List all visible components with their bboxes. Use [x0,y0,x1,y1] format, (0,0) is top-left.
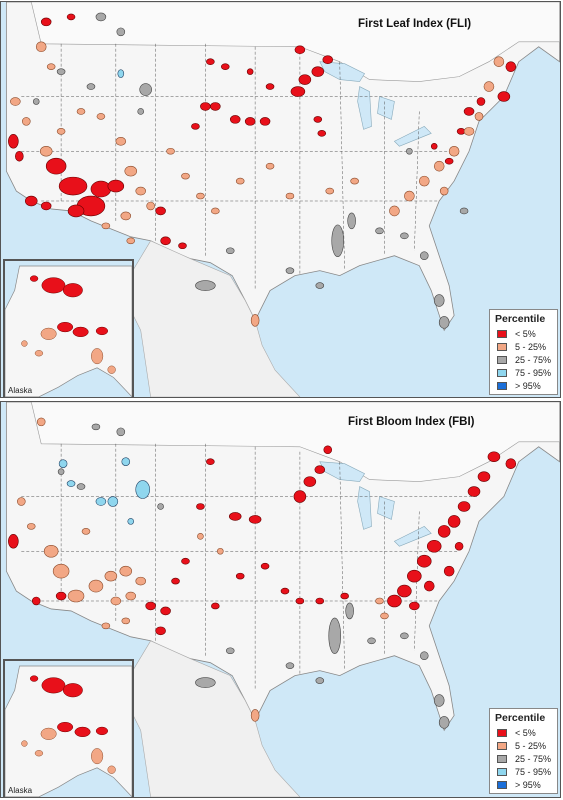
fbi-gray-markers [57,423,450,729]
legend-item: < 5% [497,726,557,739]
fli-blue-markers [117,69,125,78]
legend-swatch [497,368,507,377]
legend-item: < 5% [497,327,557,340]
fbi-legend-title: Percentile [495,712,546,724]
fli-title: First Leaf Index (FLI) [358,18,472,30]
fbi-alaska-label: Alaska [8,786,33,795]
fbi-alaska-map [5,665,132,797]
great-lakes [319,461,432,547]
fli-alaska-inset: Alaska [3,259,134,397]
fbi-legend: Percentile < 5% 5 - 25% 25 - 75% 75 - 95… [489,708,558,794]
legend-item: 5 - 25% [497,739,557,752]
fbi-salmon-markers [17,417,389,722]
fli-red-markers [8,13,517,250]
legend-item: > 95% [497,778,557,791]
legend-item: 25 - 75% [497,752,557,765]
fbi-map-panel: First Bloom Index (FBI) Alaska Percentil… [0,401,561,798]
legend-swatch [497,329,507,338]
canada-landmass [30,2,560,82]
fbi-blue-markers [58,457,150,525]
fli-gray-markers [32,12,469,329]
fbi-red-markers [8,445,517,636]
legend-swatch [497,728,507,737]
legend-swatch [497,355,507,364]
legend-item: 25 - 75% [497,353,557,366]
fli-map [5,2,560,397]
legend-swatch [497,381,507,390]
great-lakes [319,61,432,147]
legend-swatch [497,342,507,351]
fli-alaska-map [5,265,132,397]
fli-salmon-markers [10,41,505,327]
mexico-landmass [120,240,301,397]
fli-alaska-label: Alaska [8,386,33,395]
fli-map-panel: First Leaf Index (FLI) Alaska Percentile… [0,1,561,398]
state-borders [21,43,479,291]
legend-swatch [497,754,507,763]
fli-legend-title: Percentile [495,313,546,325]
legend-swatch [497,780,507,789]
fbi-alaska-inset: Alaska [3,659,134,797]
legend-item: 75 - 95% [497,366,557,379]
fli-legend: Percentile < 5% 5 - 25% 25 - 75% 75 - 95… [489,309,558,395]
fbi-title: First Bloom Index (FBI) [348,416,475,428]
legend-swatch [497,741,507,750]
canada-landmass [30,402,560,482]
legend-item: 75 - 95% [497,765,557,778]
legend-item: 5 - 25% [497,340,557,353]
legend-swatch [497,767,507,776]
fbi-map [5,402,560,797]
legend-item: > 95% [497,379,557,392]
mexico-landmass [120,640,301,797]
